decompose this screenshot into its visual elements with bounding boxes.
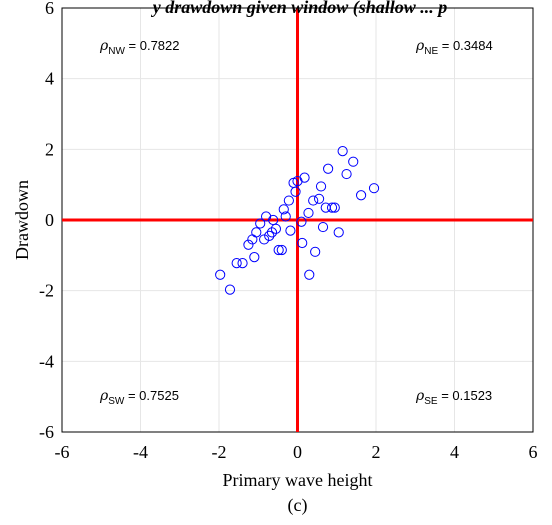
data-point [299, 172, 310, 183]
rho-symbol: ρ [415, 38, 425, 54]
data-point [285, 225, 296, 236]
data-point [315, 181, 327, 192]
data-point [276, 244, 287, 256]
data-point [303, 207, 314, 219]
rho-subscript: NW [108, 46, 125, 57]
data-point [261, 211, 272, 222]
data-point [290, 186, 301, 197]
data-point [231, 258, 242, 269]
data-point [283, 195, 294, 206]
data-point [310, 246, 321, 257]
data-point [259, 234, 270, 245]
y-tick-label: -4 [39, 351, 54, 371]
x-tick-label: 4 [450, 442, 459, 462]
rho-symbol: ρ [99, 388, 109, 404]
data-point [355, 190, 367, 201]
x-tick-label: -4 [133, 442, 148, 462]
x-axis-label: Primary wave height [223, 470, 373, 490]
data-point [266, 227, 278, 238]
rho-symbol: ρ [415, 388, 425, 404]
y-tick-label: 0 [45, 210, 54, 230]
data-point [243, 239, 254, 250]
data-point [224, 284, 236, 295]
y-tick-label: 2 [45, 139, 54, 159]
data-point [255, 218, 266, 229]
x-tick-label: -6 [55, 442, 70, 462]
data-point [341, 168, 352, 180]
rho-value: = 0.1523 [438, 388, 493, 403]
data-point [292, 176, 303, 187]
rho-value: = 0.7822 [125, 38, 180, 53]
rho-value: = 0.3484 [438, 38, 493, 53]
rho-ne-annotation: ρNE = 0.3484 [415, 38, 493, 57]
data-point [215, 269, 226, 280]
data-point [273, 244, 284, 256]
data-points [215, 146, 380, 295]
chart-title: y drawdown given window (shallow ... p [151, 0, 448, 18]
rho-symbol: ρ [99, 38, 109, 54]
data-point [304, 269, 315, 280]
rho-value: = 0.7525 [124, 388, 179, 403]
data-point [368, 183, 380, 194]
y-tick-label: 4 [45, 69, 54, 89]
data-point [308, 195, 319, 206]
data-point [317, 221, 329, 233]
x-tick-label: -2 [212, 442, 227, 462]
data-point [297, 237, 308, 249]
data-point [326, 202, 338, 213]
data-point [333, 227, 344, 238]
rho-nw-annotation: ρNW = 0.7822 [99, 38, 179, 57]
figure-caption: (c) [288, 495, 308, 516]
data-point [280, 211, 291, 222]
data-point [237, 258, 248, 269]
y-tick-label: -6 [39, 422, 54, 442]
data-point [249, 252, 260, 263]
rho-subscript: NE [424, 46, 438, 57]
data-point [296, 216, 307, 227]
data-point [313, 193, 325, 204]
data-point [323, 163, 334, 174]
tick-labels: -6 -4 -2 0 2 4 6 6 4 2 0 -2 -4 -6 [39, 0, 538, 462]
data-point [264, 230, 275, 241]
x-tick-label: 2 [372, 442, 381, 462]
data-point [278, 204, 289, 215]
rho-subscript: SE [424, 396, 438, 407]
x-tick-label: 6 [529, 442, 538, 462]
data-point [270, 223, 282, 234]
x-tick-label: 0 [293, 442, 302, 462]
y-axis-label: Drawdown [12, 180, 32, 260]
rho-sw-annotation: ρSW = 0.7525 [99, 388, 179, 407]
data-point [251, 227, 262, 238]
y-tick-label: -2 [39, 281, 54, 301]
data-point [329, 202, 340, 213]
y-tick-label: 6 [45, 0, 54, 18]
data-point [348, 156, 359, 167]
rho-subscript: SW [108, 396, 125, 407]
rho-se-annotation: ρSE = 0.1523 [415, 388, 492, 407]
data-point [337, 146, 348, 157]
